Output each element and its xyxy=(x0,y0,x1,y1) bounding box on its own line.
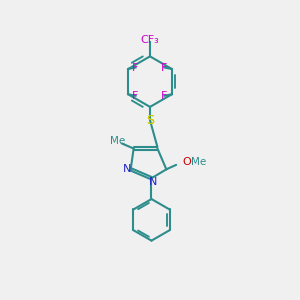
Text: O: O xyxy=(182,157,191,167)
Text: N: N xyxy=(123,164,131,174)
Text: F: F xyxy=(132,91,139,101)
Text: N: N xyxy=(149,177,157,187)
Text: S: S xyxy=(146,114,154,127)
Text: S: S xyxy=(146,114,154,127)
Text: F: F xyxy=(132,62,139,73)
Text: Me: Me xyxy=(110,136,125,146)
Text: F: F xyxy=(161,91,168,101)
Text: Me: Me xyxy=(191,157,206,167)
Text: F: F xyxy=(161,62,168,73)
Text: CF₃: CF₃ xyxy=(141,35,159,45)
